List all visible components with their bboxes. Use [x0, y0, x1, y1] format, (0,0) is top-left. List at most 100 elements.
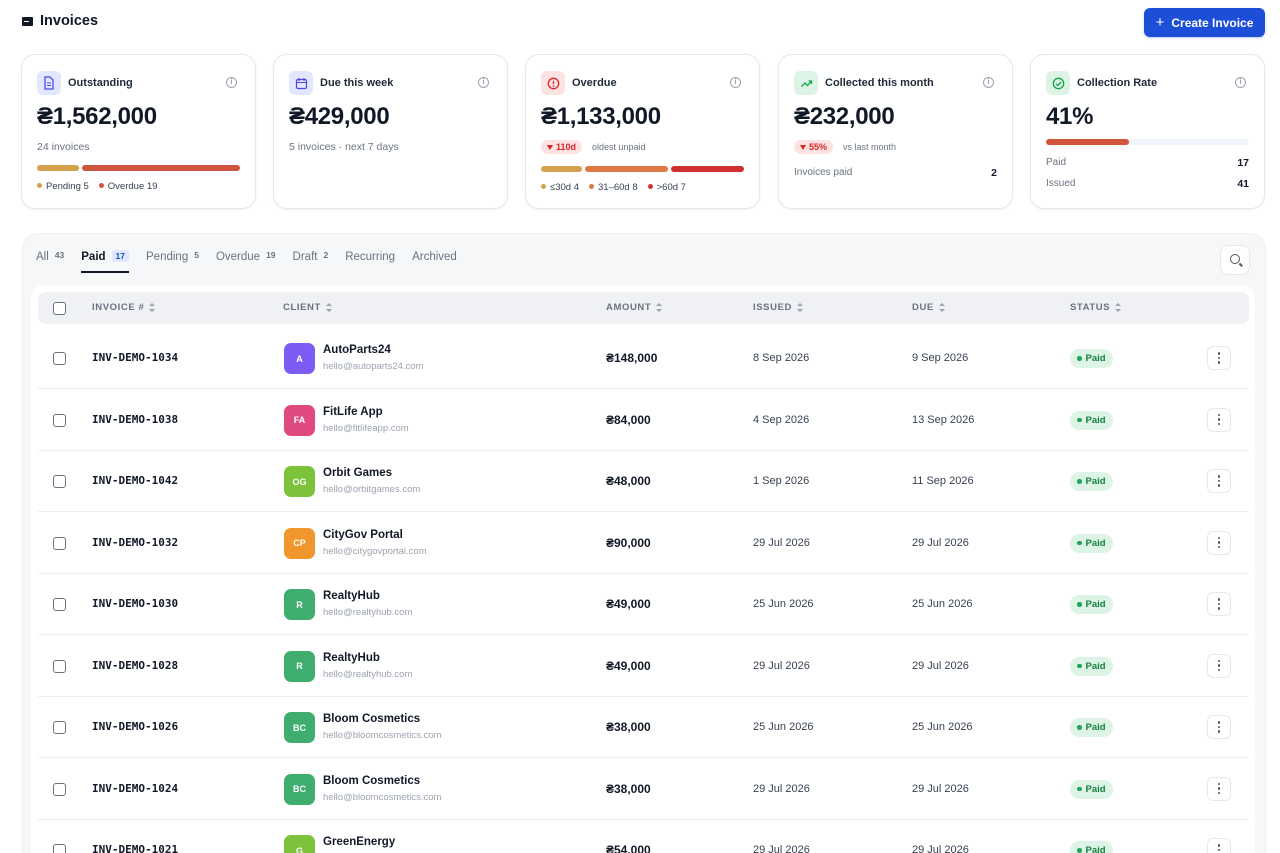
client-name: AutoParts24	[323, 344, 391, 356]
row-checkbox[interactable]	[53, 659, 66, 673]
info-icon[interactable]: i	[1235, 77, 1246, 88]
dot	[1217, 664, 1221, 667]
dot	[1217, 787, 1221, 790]
invoice-number[interactable]: INV-DEMO-1026	[92, 720, 179, 733]
tab-draft[interactable]: Draft 2	[292, 250, 329, 263]
dot	[1217, 484, 1221, 487]
client-avatar: A	[284, 343, 315, 374]
invoice-number[interactable]: INV-DEMO-1028	[92, 658, 179, 672]
info-icon[interactable]: i	[478, 77, 489, 88]
due-date: 29 Jul 2026	[912, 659, 969, 672]
column-status[interactable]: STATUS	[1070, 302, 1122, 313]
card-collection-rate: Collection Rate i 41% Paid 17 Issued 41	[1030, 54, 1265, 209]
tab-archived[interactable]: Archived	[412, 251, 457, 263]
table-row[interactable]: INV-DEMO-1034 A AutoParts24 hello@autoparts…	[38, 328, 1249, 389]
invoice-table	[31, 285, 1255, 853]
table-row[interactable]: INV-DEMO-1030 R RealtyHub hello@realtyhub.c…	[38, 574, 1249, 635]
invoice-amount: ₴38,000	[606, 720, 651, 734]
row-checkbox[interactable]	[53, 475, 66, 488]
issued-row: Issued 41	[1046, 178, 1249, 190]
more-options-button[interactable]	[1207, 469, 1231, 493]
dot	[1217, 598, 1221, 601]
status-badge: Paid	[1070, 472, 1113, 491]
client-email: hello@bloomcosmetics.com	[323, 791, 442, 803]
table-row[interactable]: INV-DEMO-1026 BC Bloom Cosmetics hello@bloo…	[38, 697, 1249, 758]
select-all-checkbox[interactable]	[53, 302, 66, 315]
row-checkbox[interactable]	[53, 598, 66, 611]
dot	[1217, 422, 1221, 426]
invoice-number[interactable]: INV-DEMO-1024	[92, 781, 179, 795]
tab-pending[interactable]: Pending 5	[146, 250, 199, 263]
card-outstanding: Outstanding i ₴1,562,000 24 invoices Pen…	[21, 54, 256, 209]
more-options-button[interactable]	[1207, 715, 1231, 739]
table-row[interactable]: INV-DEMO-1038 FA FitLife App hello@fitlifea…	[38, 390, 1249, 451]
create-invoice-button[interactable]: + Create Invoice	[1144, 8, 1265, 37]
dot	[1217, 721, 1221, 724]
invoice-number[interactable]: INV-DEMO-1034	[92, 351, 179, 364]
more-options-button[interactable]	[1207, 407, 1231, 432]
search-button[interactable]	[1220, 245, 1250, 275]
table-row[interactable]: INV-DEMO-1021 G GreenEnergy ₴54,000 29 Jul 2…	[38, 820, 1249, 853]
row-checkbox[interactable]	[53, 844, 66, 853]
table-row[interactable]: INV-DEMO-1042 OG Orbit Games hello@orbitgam…	[38, 451, 1249, 512]
invoice-amount: ₴49,000	[606, 597, 651, 611]
row-checkbox[interactable]	[53, 413, 66, 427]
outstanding-value: ₴1,562,000	[37, 103, 157, 130]
row-checkbox[interactable]	[53, 352, 66, 365]
column-issued[interactable]: ISSUED	[753, 302, 803, 313]
client-name: GreenEnergy	[323, 836, 396, 848]
issued-date: 1 Sep 2026	[753, 475, 810, 487]
more-options-button[interactable]	[1207, 838, 1231, 853]
check-circle-icon	[1046, 71, 1070, 95]
due-date: 29 Jul 2026	[912, 536, 969, 549]
tab-paid[interactable]: Paid 17	[81, 250, 130, 273]
oldest-unpaid-badge: 110d	[541, 140, 583, 154]
table-row[interactable]: INV-DEMO-1024 BC Bloom Cosmetics hello@bloo…	[38, 759, 1249, 820]
more-options-button[interactable]	[1207, 530, 1231, 555]
card-collected-this-month: Collected this month i ₴232,000 55% vs l…	[778, 54, 1013, 209]
more-options-button[interactable]	[1207, 776, 1231, 801]
column-client[interactable]: CLIENT	[283, 302, 332, 313]
client-name: RealtyHub	[323, 651, 380, 664]
status-badge: Paid	[1070, 349, 1113, 368]
column-due[interactable]: DUE	[912, 302, 945, 313]
tab-overdue[interactable]: Overdue 19	[215, 250, 276, 263]
info-icon[interactable]: i	[730, 77, 741, 88]
invoice-number[interactable]: INV-DEMO-1032	[92, 535, 179, 549]
invoice-number[interactable]: INV-DEMO-1030	[92, 597, 179, 610]
dot	[1217, 659, 1221, 663]
row-checkbox[interactable]	[53, 721, 66, 734]
outstanding-legend: Pending 5 Overdue 19	[37, 181, 157, 192]
invoice-amount: ₴84,000	[606, 412, 651, 427]
due-date: 9 Sep 2026	[912, 352, 969, 364]
more-options-button[interactable]	[1207, 346, 1231, 370]
top-bar: Invoices + Create Invoice	[0, 0, 1280, 45]
info-icon[interactable]: i	[983, 77, 994, 88]
invoice-number[interactable]: INV-DEMO-1038	[92, 412, 179, 426]
client-avatar: BC	[284, 773, 315, 805]
row-checkbox[interactable]	[53, 782, 66, 796]
status-dot	[1077, 786, 1082, 792]
row-checkbox[interactable]	[53, 536, 66, 550]
column-invoice[interactable]: INVOICE #	[92, 302, 156, 313]
tab-all[interactable]: All 43	[36, 250, 65, 263]
status-dot	[1077, 848, 1082, 853]
table-row[interactable]: INV-DEMO-1028 R RealtyHub hello@realtyhub.c…	[38, 636, 1249, 697]
invoice-number[interactable]: INV-DEMO-1042	[92, 474, 179, 487]
table-row[interactable]: INV-DEMO-1032 CP CityGov Portal hello@cityg…	[38, 513, 1249, 574]
invoices-paid-row: Invoices paid 2	[794, 167, 997, 179]
column-amount[interactable]: AMOUNT	[606, 302, 663, 313]
client-email: hello@fitlifeapp.com	[323, 422, 409, 434]
tab-recurring[interactable]: Recurring	[345, 251, 396, 263]
client-email: hello@realtyhub.com	[323, 607, 413, 618]
client-name: Orbit Games	[323, 467, 393, 479]
more-options-button[interactable]	[1207, 592, 1231, 616]
status-badge: Paid	[1070, 595, 1113, 614]
sort-icon	[1115, 303, 1122, 312]
status-dot	[1077, 725, 1082, 730]
tab-count: 19	[266, 250, 276, 260]
more-options-button[interactable]	[1207, 653, 1231, 678]
info-icon[interactable]: i	[226, 77, 237, 88]
invoice-number[interactable]: INV-DEMO-1021	[92, 843, 179, 853]
due-week-value: ₴429,000	[289, 103, 390, 130]
